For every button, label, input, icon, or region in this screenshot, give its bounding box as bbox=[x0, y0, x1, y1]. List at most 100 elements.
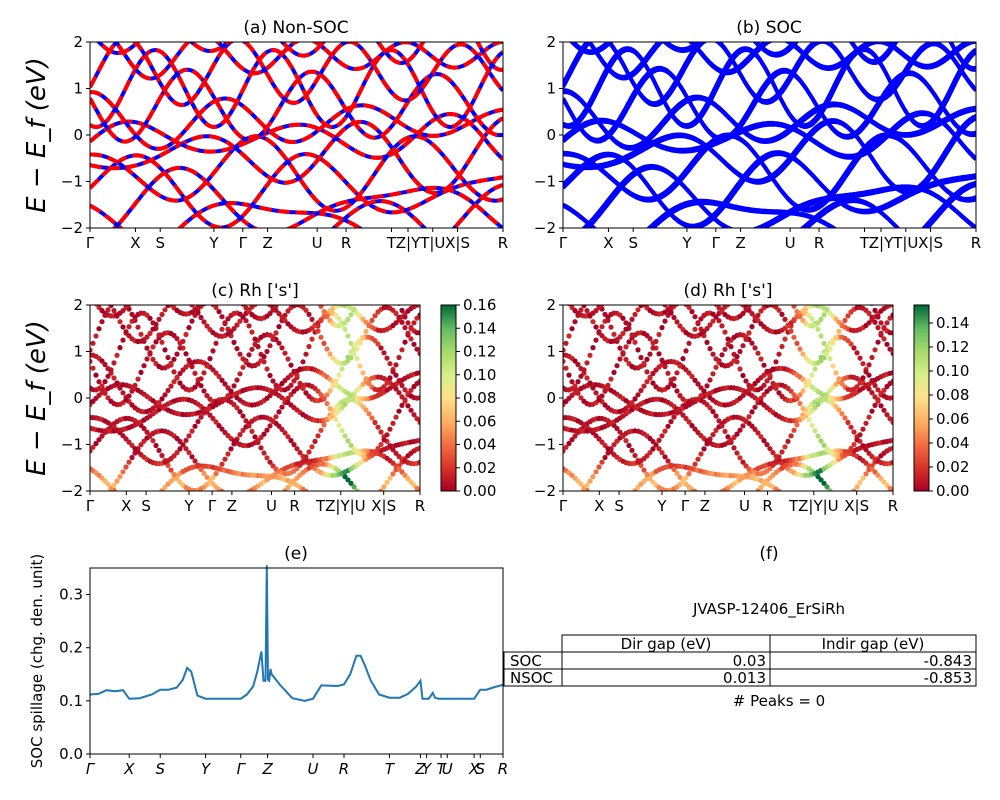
projection-point bbox=[644, 501, 649, 506]
projection-point bbox=[605, 507, 610, 512]
projection-point bbox=[632, 396, 638, 402]
projection-point bbox=[384, 277, 389, 282]
projection-point bbox=[291, 378, 297, 384]
projection-point bbox=[360, 370, 366, 376]
xtick-label: Z bbox=[735, 234, 745, 252]
projection-point bbox=[237, 515, 242, 520]
projection-point bbox=[584, 375, 590, 381]
projection-point bbox=[641, 383, 647, 389]
projection-point bbox=[890, 312, 893, 318]
projection-point bbox=[779, 449, 785, 455]
projection-point bbox=[363, 328, 369, 334]
projection-point bbox=[408, 336, 414, 342]
projection-point bbox=[108, 486, 114, 491]
projection-point bbox=[186, 450, 192, 456]
projection-point bbox=[120, 299, 125, 304]
projection-point bbox=[647, 336, 653, 342]
projection-point bbox=[396, 408, 402, 414]
projection-point bbox=[764, 378, 770, 384]
band-line-nsoc bbox=[90, 134, 503, 213]
projection-point bbox=[237, 518, 242, 523]
projection-point bbox=[168, 467, 174, 473]
projection-point bbox=[171, 514, 176, 519]
band-line bbox=[581, 163, 976, 228]
band-line-nsoc bbox=[90, 152, 503, 228]
projection-point bbox=[348, 340, 354, 346]
projection-point bbox=[234, 377, 240, 383]
projection-point bbox=[309, 288, 314, 293]
projection-point bbox=[408, 407, 414, 413]
xtick-label: Y bbox=[422, 760, 433, 778]
projection-point bbox=[417, 445, 420, 451]
projection-point bbox=[854, 519, 859, 524]
projection-point bbox=[785, 293, 790, 298]
projection-point bbox=[300, 385, 306, 391]
projection-point bbox=[150, 287, 155, 292]
projection-point bbox=[243, 305, 249, 311]
projection-point bbox=[650, 295, 655, 300]
panel-b-title: (b) SOC bbox=[736, 18, 802, 38]
projection-point bbox=[147, 351, 153, 357]
projection-point bbox=[713, 413, 719, 419]
projection-point bbox=[779, 491, 784, 496]
xtick-label: R bbox=[289, 497, 299, 515]
projection-point bbox=[384, 380, 390, 386]
projection-point bbox=[291, 442, 297, 448]
projection-point bbox=[393, 310, 399, 316]
projection-point bbox=[210, 348, 216, 354]
projection-point bbox=[144, 429, 150, 435]
projection-point bbox=[126, 459, 132, 465]
projection-point bbox=[590, 319, 596, 325]
band-line-nsoc bbox=[90, 116, 503, 196]
projection-point bbox=[779, 311, 785, 317]
xtick-label: U bbox=[785, 234, 796, 252]
projection-point bbox=[183, 297, 188, 302]
projection-point bbox=[662, 454, 668, 460]
xtick-label: R bbox=[498, 760, 508, 778]
projection-point bbox=[135, 376, 141, 382]
projection-point bbox=[201, 495, 206, 500]
projection-point bbox=[842, 415, 848, 421]
projection-point bbox=[749, 340, 755, 346]
colorbar-label: 0.02 bbox=[936, 458, 969, 476]
projection-point bbox=[617, 345, 623, 351]
projection-point bbox=[417, 305, 420, 308]
projection-point bbox=[384, 355, 390, 361]
projection-point bbox=[647, 476, 653, 482]
projection-point bbox=[267, 310, 273, 317]
projection-point bbox=[417, 488, 420, 491]
projection-point bbox=[192, 384, 198, 390]
projection-point bbox=[321, 535, 326, 540]
projection-point bbox=[372, 313, 378, 319]
projection-point bbox=[99, 358, 105, 364]
projection-point bbox=[129, 298, 134, 303]
projection-point bbox=[93, 440, 99, 447]
projection-point bbox=[417, 378, 420, 384]
projection-point bbox=[357, 295, 362, 300]
projection-point bbox=[249, 528, 254, 533]
ytick-label: −1 bbox=[534, 436, 556, 454]
projection-point bbox=[261, 354, 267, 360]
xtick-label: T|U bbox=[892, 234, 918, 252]
projection-point bbox=[180, 442, 186, 448]
projection-point bbox=[192, 423, 198, 429]
band-line-nsoc bbox=[90, 111, 503, 161]
projection-point bbox=[818, 438, 824, 444]
projection-point bbox=[240, 518, 245, 523]
projection-point bbox=[114, 498, 119, 503]
projection-point bbox=[324, 313, 330, 320]
projection-point bbox=[390, 420, 396, 426]
projection-point bbox=[821, 340, 827, 346]
projection-point bbox=[857, 380, 863, 386]
projection-point bbox=[887, 416, 893, 422]
projection-point bbox=[318, 305, 324, 309]
projection-point bbox=[414, 526, 419, 531]
projection-point bbox=[120, 324, 126, 330]
panel-a-title: (a) Non-SOC bbox=[243, 18, 348, 38]
projection-point bbox=[575, 498, 580, 503]
projection-point bbox=[650, 345, 656, 351]
projection-point bbox=[773, 279, 778, 284]
projection-point bbox=[225, 316, 231, 322]
projection-point bbox=[162, 392, 168, 398]
projection-point bbox=[671, 314, 677, 321]
